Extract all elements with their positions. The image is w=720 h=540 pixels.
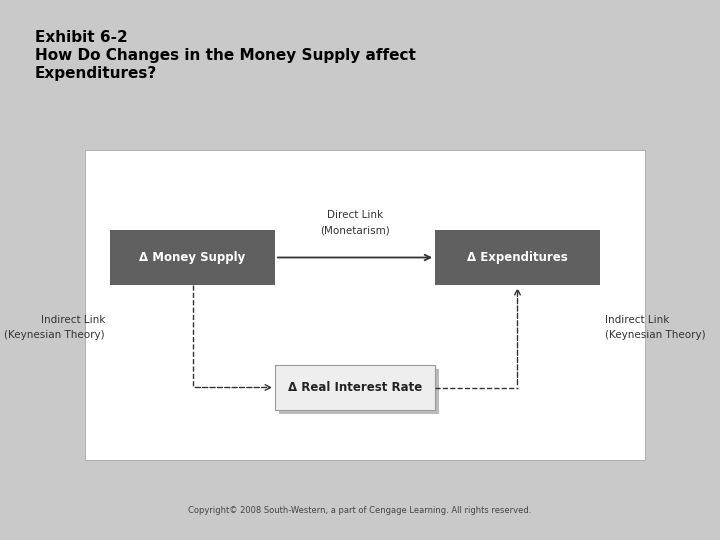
Text: Expenditures?: Expenditures?	[35, 66, 157, 81]
Text: Direct Link: Direct Link	[327, 210, 383, 219]
Text: Δ Real Interest Rate: Δ Real Interest Rate	[288, 381, 422, 394]
Bar	[85, 150, 645, 460]
Bar	[435, 230, 600, 285]
Text: How Do Changes in the Money Supply affect: How Do Changes in the Money Supply affec…	[35, 48, 416, 63]
Text: Exhibit 6-2: Exhibit 6-2	[35, 30, 127, 45]
Text: Indirect Link: Indirect Link	[40, 315, 105, 325]
Text: (Monetarism): (Monetarism)	[320, 226, 390, 235]
Bar	[110, 230, 275, 285]
Text: Indirect Link: Indirect Link	[605, 315, 670, 325]
Bar	[275, 365, 435, 410]
Text: Copyright© 2008 South-Western, a part of Cengage Learning. All rights reserved.: Copyright© 2008 South-Western, a part of…	[189, 506, 531, 515]
Text: Δ Expenditures: Δ Expenditures	[467, 251, 568, 264]
Text: Δ Money Supply: Δ Money Supply	[140, 251, 246, 264]
Text: (Keynesian Theory): (Keynesian Theory)	[4, 330, 105, 340]
Text: (Keynesian Theory): (Keynesian Theory)	[605, 330, 706, 340]
Bar	[279, 369, 439, 414]
